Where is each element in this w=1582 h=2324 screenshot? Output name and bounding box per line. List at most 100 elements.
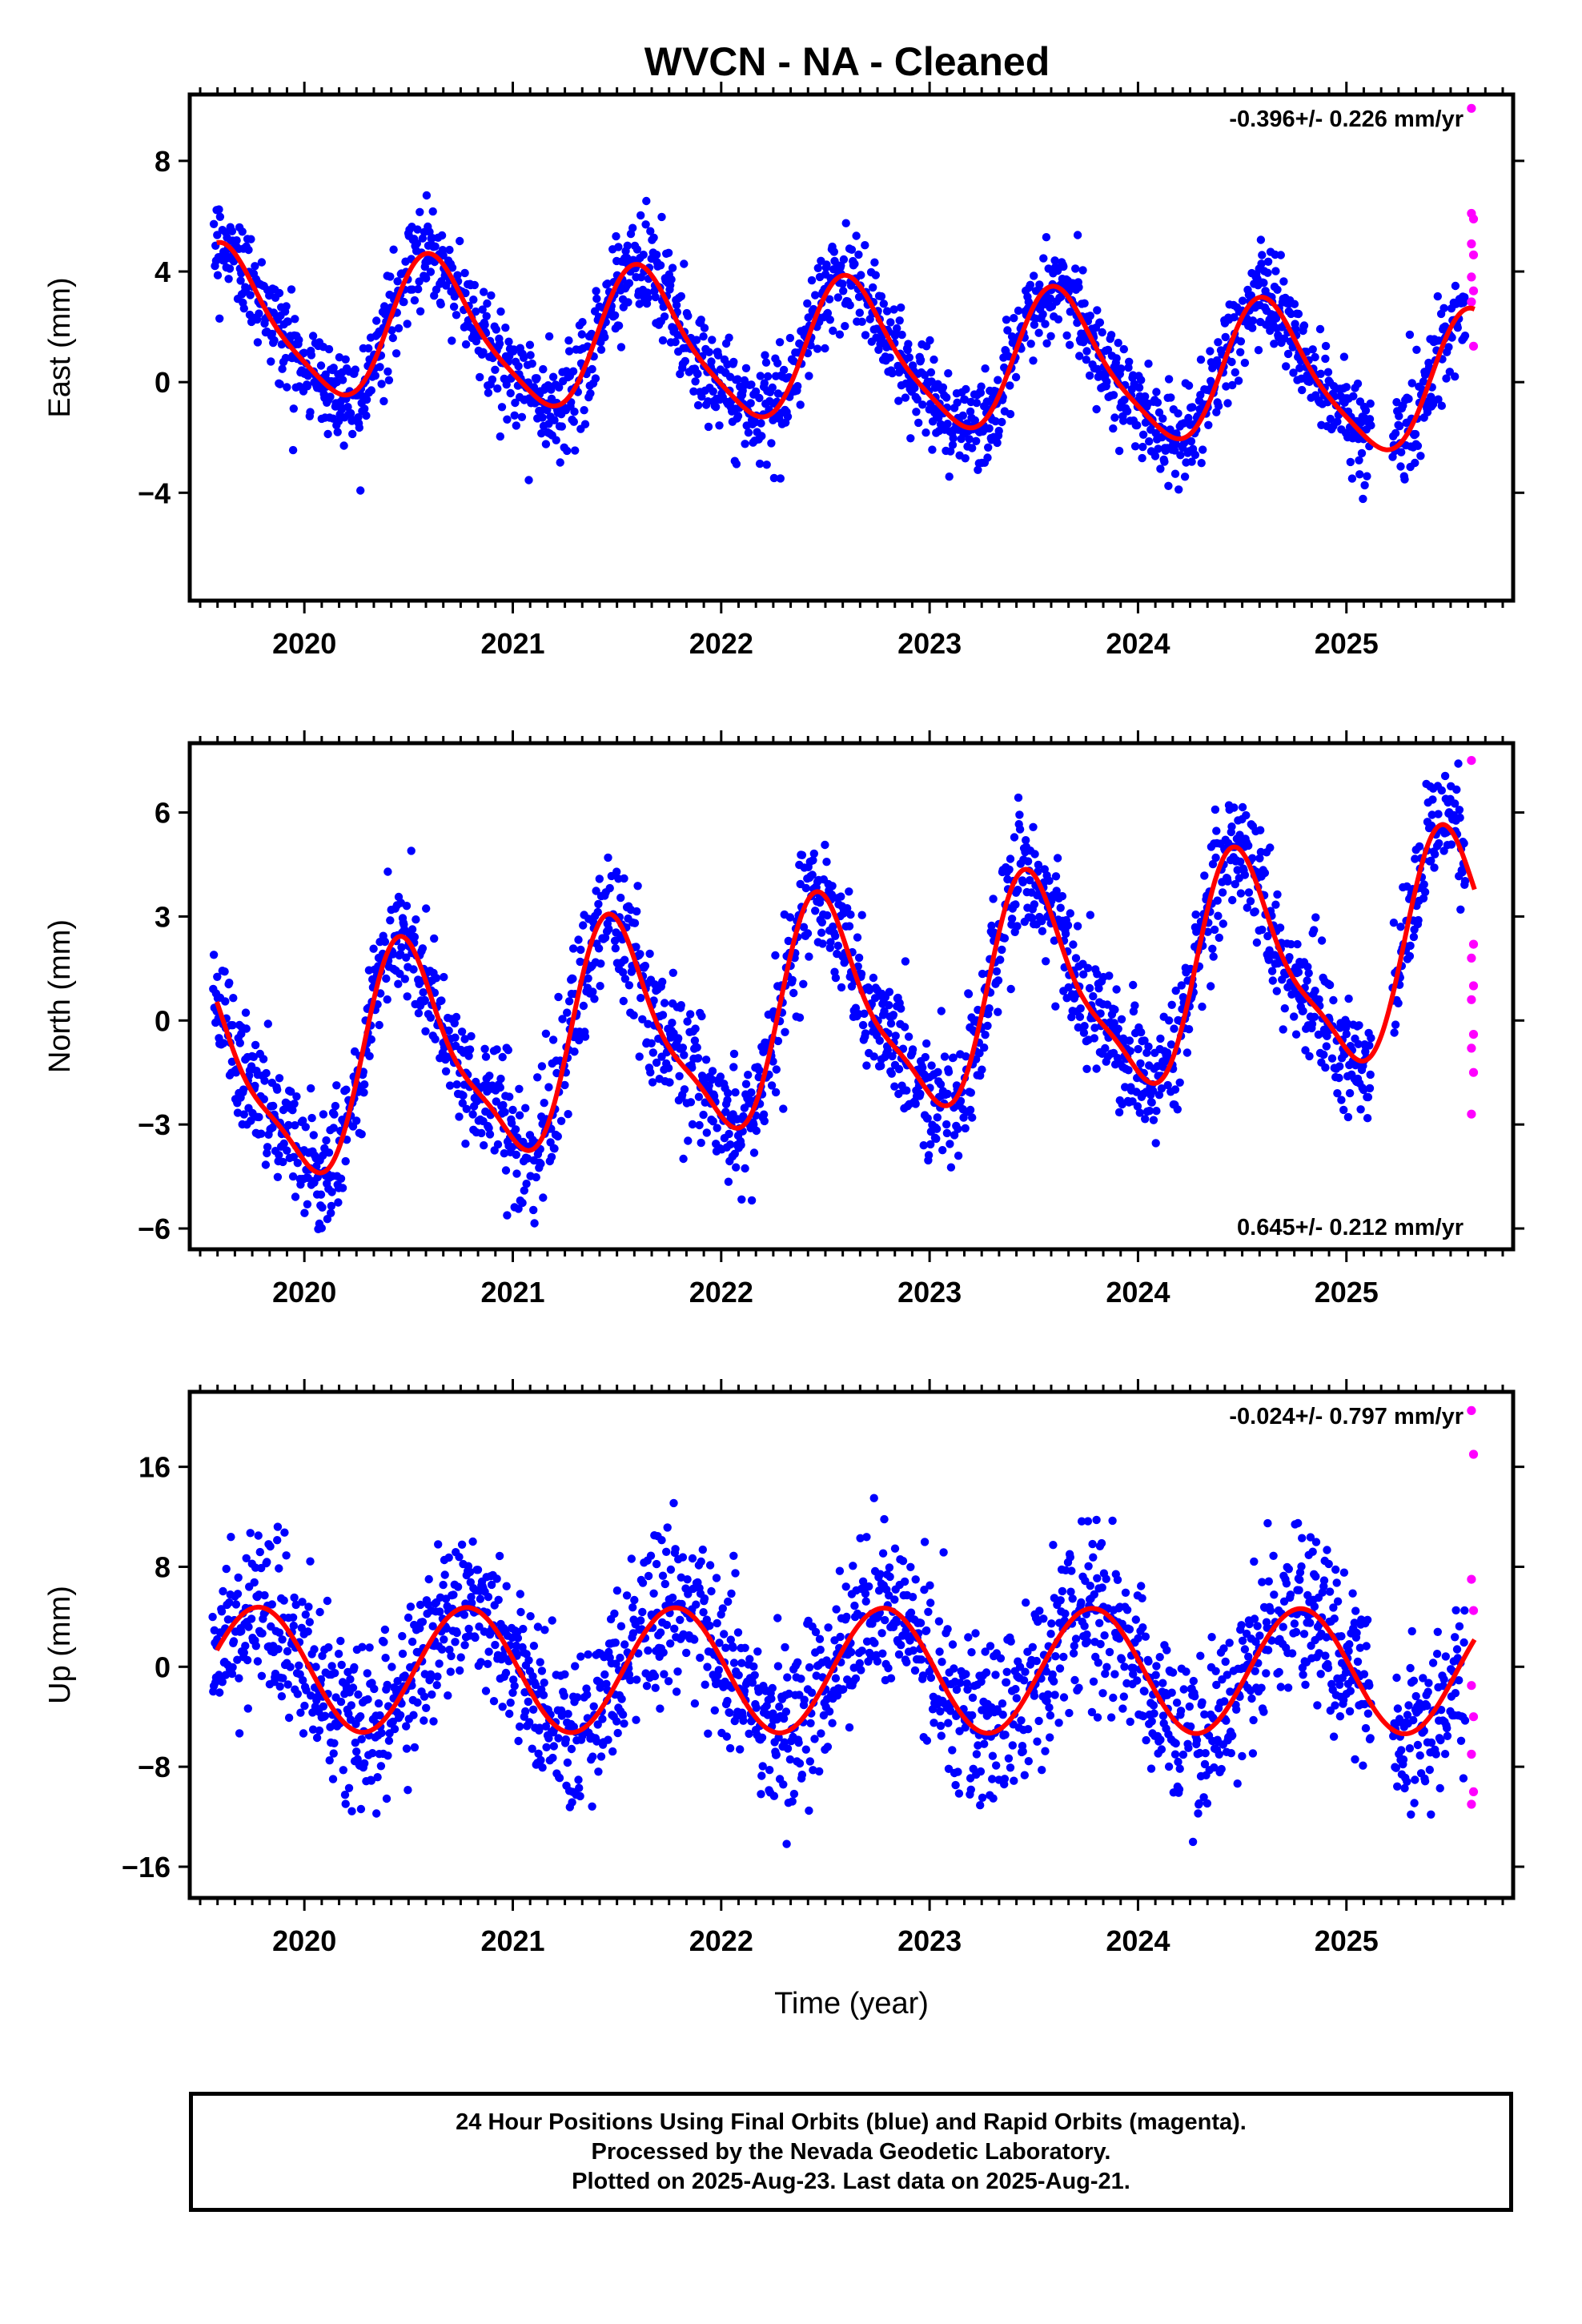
final-orbit-point <box>1138 453 1146 463</box>
final-orbit-point <box>683 1017 692 1026</box>
final-orbit-point <box>1030 271 1038 280</box>
final-orbit-point <box>1342 1030 1351 1039</box>
final-orbit-point <box>251 1081 259 1091</box>
final-orbit-point <box>289 1621 298 1630</box>
final-orbit-point <box>1339 1105 1348 1115</box>
final-orbit-point <box>771 1088 781 1097</box>
final-orbit-point <box>1130 1001 1139 1010</box>
final-orbit-point <box>421 1027 430 1036</box>
final-orbit-point <box>1135 1108 1145 1117</box>
final-orbit-point <box>235 1039 244 1047</box>
final-orbit-point <box>306 1557 315 1566</box>
final-orbit-point <box>875 1036 885 1045</box>
final-orbit-point <box>286 1663 295 1671</box>
final-orbit-point <box>590 995 599 1003</box>
final-orbit-point <box>533 1622 543 1631</box>
final-orbit-point <box>383 1751 392 1760</box>
final-orbit-point <box>684 1136 693 1145</box>
final-orbit-point <box>1208 944 1217 954</box>
final-orbit-point <box>885 1001 893 1010</box>
final-orbit-point <box>368 1749 377 1758</box>
final-orbit-point <box>1389 919 1399 927</box>
final-orbit-point <box>351 365 359 374</box>
final-orbit-point <box>837 983 846 992</box>
final-orbit-point <box>515 1111 524 1120</box>
final-orbit-point <box>1416 452 1425 460</box>
final-orbit-point <box>422 274 431 283</box>
final-orbit-point <box>1264 955 1274 964</box>
final-orbit-point <box>1026 280 1035 289</box>
final-orbit-point <box>865 986 874 995</box>
y-tick-label: −6 <box>138 1212 171 1245</box>
final-orbit-point <box>403 992 412 1001</box>
final-orbit-point <box>339 441 348 450</box>
final-orbit-point <box>611 944 620 953</box>
final-orbit-point <box>924 1151 934 1160</box>
final-orbit-point <box>720 1630 729 1638</box>
final-orbit-point <box>1003 326 1012 335</box>
final-orbit-point <box>1093 306 1102 315</box>
final-orbit-point <box>270 336 279 345</box>
final-orbit-point <box>247 1614 256 1623</box>
final-orbit-point <box>331 1669 339 1678</box>
final-orbit-point <box>961 454 970 463</box>
final-orbit-point <box>241 1008 251 1017</box>
final-orbit-point <box>1276 251 1286 259</box>
final-orbit-point <box>388 333 397 343</box>
final-orbit-point <box>811 907 820 915</box>
final-orbit-point <box>642 196 651 206</box>
final-orbit-point <box>644 1571 653 1581</box>
final-orbit-point <box>1307 1019 1317 1029</box>
final-orbit-point <box>379 1638 388 1647</box>
final-orbit-point <box>375 363 384 372</box>
final-orbit-point <box>242 1554 251 1563</box>
final-orbit-point <box>552 436 560 444</box>
panel-frame <box>187 92 1516 603</box>
final-orbit-point <box>927 1061 936 1070</box>
final-orbit-point <box>538 1763 547 1772</box>
final-orbit-point <box>334 1198 343 1207</box>
final-orbit-point <box>829 326 837 336</box>
x-tick-label: 2024 <box>1106 627 1170 660</box>
final-orbit-point <box>402 902 412 911</box>
final-orbit-point <box>409 1711 418 1719</box>
final-orbit-point <box>965 435 974 444</box>
final-orbit-point <box>700 1594 709 1603</box>
final-orbit-point <box>428 1622 437 1630</box>
final-orbit-point <box>617 1695 626 1703</box>
final-orbit-point <box>767 439 776 448</box>
final-orbit-point <box>1149 1116 1158 1124</box>
final-orbit-point <box>1455 806 1464 814</box>
final-orbit-point <box>501 1668 511 1678</box>
final-orbit-point <box>715 421 724 430</box>
final-orbit-point <box>584 1650 592 1659</box>
final-orbit-point <box>869 973 878 983</box>
final-orbit-point <box>498 1052 507 1062</box>
rate-label: -0.396+/- 0.226 mm/yr <box>1229 107 1464 132</box>
final-orbit-point <box>741 1080 751 1088</box>
final-orbit-point <box>1038 917 1046 926</box>
final-orbit-point <box>1397 448 1406 456</box>
final-orbit-point <box>532 374 541 383</box>
final-orbit-point <box>460 268 469 278</box>
final-orbit-point <box>752 1126 761 1136</box>
final-orbit-point <box>845 300 854 310</box>
final-orbit-point <box>618 1710 628 1719</box>
final-orbit-point <box>1141 1115 1150 1124</box>
final-orbit-point <box>529 1205 538 1215</box>
final-orbit-point <box>1310 926 1319 935</box>
final-orbit-point <box>229 1637 239 1646</box>
final-orbit-point <box>831 931 840 941</box>
final-orbit-point <box>489 1697 499 1706</box>
final-orbit-point <box>480 287 488 296</box>
final-orbit-point <box>279 1157 287 1167</box>
final-orbit-point <box>1453 324 1463 332</box>
final-orbit-point <box>512 1150 520 1160</box>
final-orbit-point <box>660 312 669 321</box>
final-orbit-point <box>402 1722 411 1731</box>
final-orbit-point <box>666 1639 675 1648</box>
final-orbit-point <box>991 416 1000 426</box>
final-orbit-point <box>788 975 797 985</box>
final-orbit-point <box>700 324 709 332</box>
final-orbit-point <box>356 1712 365 1721</box>
